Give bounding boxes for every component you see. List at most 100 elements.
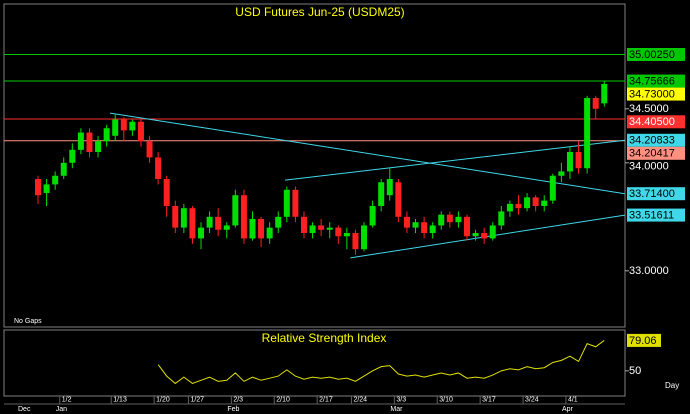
candle-body: [532, 197, 539, 207]
rsi-line: [157, 340, 605, 385]
last-price-label: 34.73000: [629, 88, 675, 100]
price-panel: [3, 3, 626, 328]
rsi-value-box: [627, 333, 661, 347]
trendline-label-box: [627, 208, 685, 222]
price-level-label: 34.40500: [629, 116, 675, 128]
candle-body: [206, 216, 213, 228]
rsi-panel: [3, 329, 626, 397]
candle-body: [489, 225, 496, 239]
rsi-tick-label: 50: [629, 365, 641, 377]
x-tick-label: 2/24: [353, 396, 367, 403]
candle-body: [69, 149, 76, 163]
candle-body: [275, 216, 282, 228]
candle-body: [318, 225, 325, 230]
candle-body: [120, 119, 127, 131]
candle-body: [180, 208, 187, 228]
x-tick-label: 3/10: [439, 396, 453, 403]
candle-body: [137, 121, 144, 142]
last-price-label-box: [627, 87, 685, 101]
candle-body: [352, 233, 359, 250]
candle-body: [592, 97, 599, 109]
x-tick-label: 3/24: [525, 396, 539, 403]
price-level-label-box: [627, 115, 685, 129]
chart-title: USD Futures Jun-25 (USDM25): [235, 5, 404, 19]
candle-body: [386, 179, 393, 196]
trendline-label-box: [627, 187, 685, 201]
candle-body: [215, 216, 222, 230]
candle-body: [232, 195, 239, 226]
month-label: Dec: [18, 406, 31, 413]
price-level-label-box: [627, 146, 685, 160]
candle-body: [112, 119, 119, 136]
candle-body: [292, 189, 299, 217]
x-tick-label: 2/3: [233, 396, 243, 403]
candle-body: [300, 216, 307, 234]
trendline-label: 33.71400: [629, 188, 675, 200]
price-level-label-box: [627, 48, 685, 62]
candle-body: [60, 162, 67, 176]
candle-body: [95, 141, 102, 152]
candle-body: [506, 203, 513, 212]
month-label: Mar: [390, 406, 403, 413]
candle-body: [566, 151, 573, 172]
candle-body: [249, 218, 256, 239]
candle-body: [515, 203, 522, 209]
candle-body: [378, 182, 385, 207]
candle-body: [335, 227, 342, 237]
candle-body: [266, 227, 273, 239]
candle-body: [549, 175, 556, 201]
candle-body: [455, 216, 462, 223]
x-tick-label: 1/20: [156, 396, 170, 403]
candle-body: [412, 222, 419, 228]
y-tick-label: 34.5000: [629, 103, 669, 115]
candle-body: [343, 233, 350, 237]
candle-body: [464, 216, 470, 237]
candle-body: [438, 214, 445, 226]
candle-body: [429, 225, 436, 234]
month-label: Apr: [562, 406, 574, 413]
x-tick-label: 1/2: [62, 396, 72, 403]
candle-body: [369, 206, 376, 226]
candle-body: [575, 151, 582, 169]
x-tick-label: 3/17: [482, 396, 496, 403]
candle-body: [283, 189, 290, 217]
x-tick-label: 4/1: [568, 396, 578, 403]
candle-body: [240, 195, 247, 239]
candle-body: [129, 121, 136, 131]
y-tick-label: 34.0000: [629, 161, 669, 173]
candle-body: [326, 227, 333, 230]
price-level-label: 35.00250: [629, 49, 675, 61]
candle-body: [77, 132, 84, 150]
trendline-label: 34.20833: [629, 135, 675, 147]
candle-body: [43, 184, 50, 194]
trendline-label-box: [627, 133, 685, 147]
rsi-title: Relative Strength Index: [262, 331, 387, 345]
x-tick-label: 2/17: [319, 396, 333, 403]
y-tick-label: 33.0000: [629, 265, 669, 277]
candle-body: [35, 179, 41, 196]
candle-body: [163, 179, 170, 207]
x-unit: Day: [665, 381, 679, 390]
candle-body: [258, 218, 265, 239]
month-label: Feb: [227, 406, 239, 413]
price-level-label: 34.20417: [629, 148, 675, 160]
candle-body: [395, 182, 402, 217]
x-tick-label: 1/13: [113, 396, 127, 403]
candle-body: [309, 225, 316, 234]
rsi-value-label: 79.06: [629, 335, 657, 347]
price-level-label: 34.75666: [629, 75, 675, 87]
candle-body: [601, 83, 608, 104]
candle-body: [446, 214, 453, 223]
candle-body: [155, 157, 162, 180]
candle-body: [146, 141, 153, 158]
candle-body: [361, 225, 368, 250]
candle-body: [421, 222, 428, 234]
trendline: [350, 214, 625, 259]
price-level-label-box: [627, 74, 685, 88]
candle-body: [189, 208, 196, 239]
candle-body: [524, 197, 531, 209]
trendline: [109, 112, 625, 195]
candle-body: [558, 171, 565, 176]
